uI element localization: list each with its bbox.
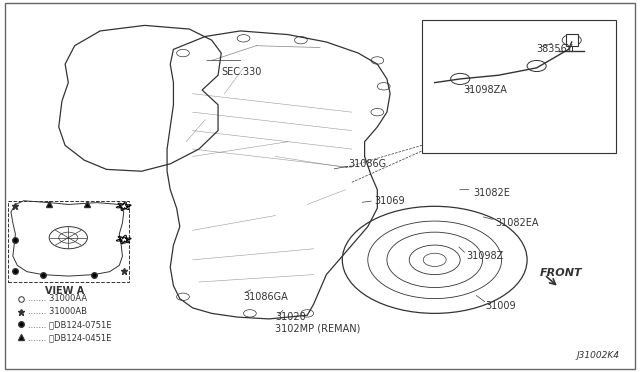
Text: 31098ZA: 31098ZA <box>463 85 508 95</box>
Text: 31086G: 31086G <box>349 159 387 169</box>
Bar <box>422 20 616 153</box>
Text: ....... 31000AA: ....... 31000AA <box>28 294 87 303</box>
Text: 31069: 31069 <box>374 196 404 206</box>
Text: SEC.330: SEC.330 <box>221 67 262 77</box>
Text: 31009: 31009 <box>486 301 516 311</box>
Text: ....... ⒸDB124-0451E: ....... ⒸDB124-0451E <box>28 333 111 342</box>
Text: VIEW A: VIEW A <box>45 286 84 296</box>
Text: 31082E: 31082E <box>473 188 510 198</box>
Text: ....... ⒸDB124-0751E: ....... ⒸDB124-0751E <box>28 320 111 329</box>
Text: 31020: 31020 <box>275 312 306 322</box>
Text: FRONT: FRONT <box>540 268 582 278</box>
Text: 38356Y: 38356Y <box>537 44 573 54</box>
Text: J31002K4: J31002K4 <box>577 351 620 360</box>
Text: 31098Z: 31098Z <box>467 251 504 261</box>
Text: 31082EA: 31082EA <box>495 218 539 228</box>
Text: 31086GA: 31086GA <box>244 292 288 302</box>
Bar <box>8 201 129 282</box>
Text: ....... 31000AB: ....... 31000AB <box>28 307 87 316</box>
Text: 3102MP (REMAN): 3102MP (REMAN) <box>275 323 361 333</box>
